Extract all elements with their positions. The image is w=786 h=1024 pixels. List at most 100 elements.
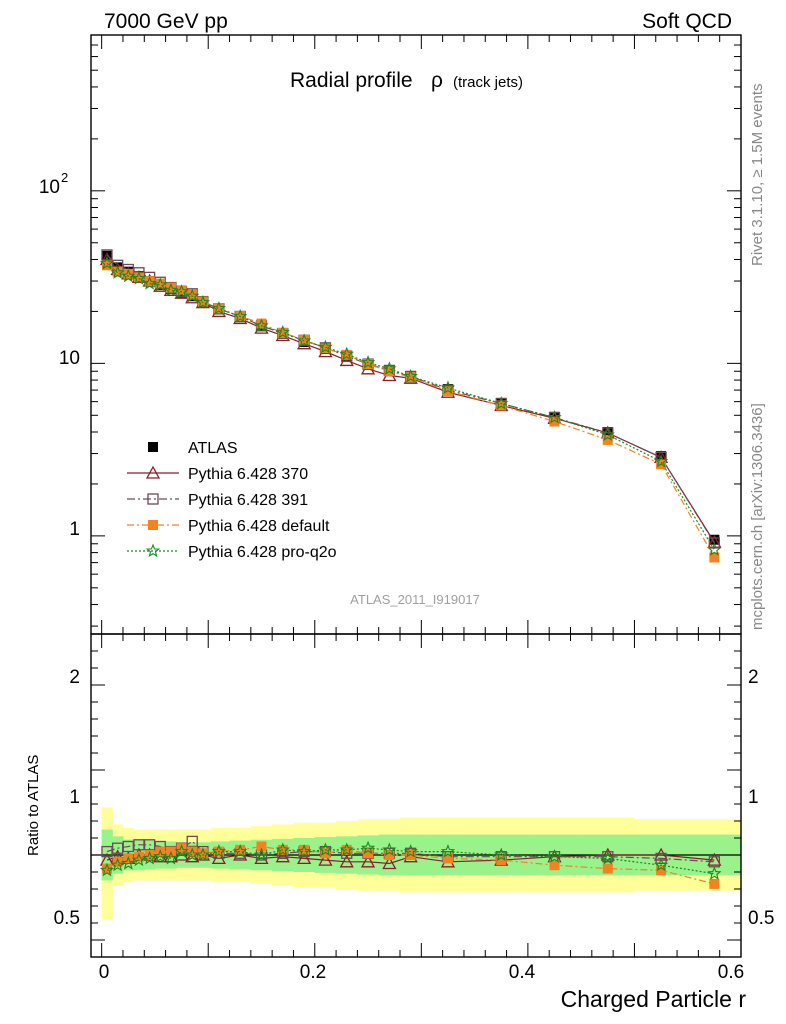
ratio-point <box>549 860 560 871</box>
x-tick-label-0: 0 <box>99 962 110 983</box>
data-point <box>131 271 147 285</box>
data-point <box>496 400 507 411</box>
series-line <box>106 262 715 551</box>
data-point <box>707 542 722 556</box>
ratio-point <box>655 852 667 865</box>
legend-label: ATLAS <box>188 440 238 457</box>
data-point <box>155 278 166 289</box>
ratio-point <box>153 849 168 863</box>
data-point <box>165 282 176 293</box>
ratio-point <box>360 840 376 855</box>
data-point <box>163 282 179 297</box>
ratio-point <box>111 842 124 854</box>
ratio-point <box>143 839 156 851</box>
data-point <box>296 333 312 347</box>
ratio-point <box>133 839 145 851</box>
ratio-point <box>101 845 113 858</box>
ratio-tick-1-left: 1 <box>69 787 80 808</box>
data-point <box>101 249 113 261</box>
axis-ticks <box>91 34 742 958</box>
ratio-point <box>297 851 312 865</box>
ratio-point <box>144 850 155 860</box>
legend-marker <box>145 465 161 479</box>
ratio-tick-1-right: 1 <box>748 787 759 808</box>
ratio-point <box>709 878 720 889</box>
legend-label: Pythia 6.428 default <box>188 518 330 535</box>
ratio-panel-frame <box>90 633 742 958</box>
data-point <box>360 355 376 369</box>
ratio-point <box>600 847 615 861</box>
data-point <box>600 427 615 441</box>
mcplots-label: mcplots.cern.ch [arXiv:1306.3436] <box>749 403 766 630</box>
ratio-point <box>195 847 211 862</box>
data-point <box>275 324 290 339</box>
ratio-point <box>99 862 115 877</box>
data-point <box>494 396 509 410</box>
data-point <box>320 343 331 354</box>
data-point <box>123 268 134 279</box>
ratio-point <box>197 848 208 859</box>
legend-label: Pythia 6.428 391 <box>188 492 308 509</box>
header-left: 7000 GeV pp <box>104 10 228 33</box>
ratio-point <box>496 855 507 866</box>
ratio-point <box>233 844 248 858</box>
data-point <box>133 272 144 283</box>
data-point <box>112 266 123 277</box>
ratio-point <box>600 850 615 865</box>
x-tick-label-02: 0.2 <box>300 962 326 983</box>
data-point <box>341 349 352 360</box>
ratio-point <box>211 844 227 858</box>
chart-title: Radial profile <box>290 69 413 92</box>
chart-title-symbol: ρ <box>431 69 443 92</box>
ratio-point <box>602 863 613 874</box>
ratio-point <box>254 847 269 862</box>
ratio-point <box>176 843 187 854</box>
ratio-point <box>318 842 333 856</box>
header-right: Soft QCD <box>642 10 732 33</box>
x-axis-label: Charged Particle r <box>561 986 747 1012</box>
legend-label: Pythia 6.428 370 <box>188 466 308 483</box>
data-point <box>153 277 168 291</box>
y-tick-label-100: 10 <box>39 177 60 198</box>
data-point <box>707 534 722 548</box>
ratio-point <box>121 855 136 870</box>
legend: ATLAS Pythia 6.428 370 Pythia 6.428 391 Pyt… <box>127 440 337 561</box>
ratio-point <box>235 844 246 855</box>
y-tick-label-10: 10 <box>59 348 80 369</box>
ratio-series-4 <box>99 840 722 880</box>
ratio-point <box>653 857 669 872</box>
legend-marker <box>148 442 158 452</box>
data-point <box>547 410 562 424</box>
data-point <box>174 284 189 298</box>
ratio-point <box>186 835 198 848</box>
ratio-point <box>403 844 418 858</box>
legend-marker <box>147 493 159 505</box>
ratio-point <box>163 850 179 865</box>
ratio-point <box>296 844 312 858</box>
ratio-point <box>318 852 333 866</box>
ratio-point <box>707 852 722 866</box>
analysis-watermark: ATLAS_2011_I919017 <box>350 592 480 607</box>
ratio-point <box>275 849 290 863</box>
ratio-point <box>440 844 456 858</box>
data-point <box>318 339 333 354</box>
ratio-point <box>110 857 125 872</box>
ratio-point <box>174 844 189 858</box>
ratio-tick-2-left: 2 <box>69 667 80 688</box>
ratio-point <box>112 856 123 867</box>
data-point <box>708 537 721 549</box>
ratio-point <box>707 866 722 880</box>
data-point <box>382 361 397 375</box>
ratio-point <box>131 852 147 867</box>
series-layer <box>99 249 722 889</box>
data-point <box>195 295 211 309</box>
data-point <box>187 289 198 300</box>
ratio-point <box>101 863 112 874</box>
data-point <box>110 265 125 279</box>
data-point <box>299 334 310 345</box>
data-point <box>602 434 613 445</box>
uncertainty-bands <box>91 807 742 920</box>
x-tick-label-06: 0.6 <box>718 962 744 983</box>
ratio-point <box>187 846 198 857</box>
series-line <box>106 264 715 558</box>
